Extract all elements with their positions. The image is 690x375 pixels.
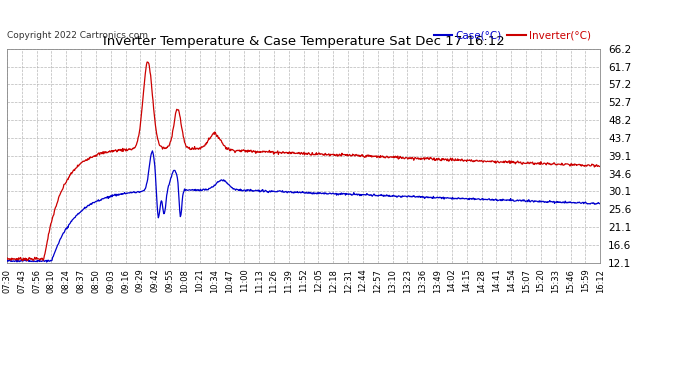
Title: Inverter Temperature & Case Temperature Sat Dec 17 16:12: Inverter Temperature & Case Temperature … (103, 34, 504, 48)
Legend: Case(°C), Inverter(°C): Case(°C), Inverter(°C) (430, 26, 595, 45)
Text: Copyright 2022 Cartronics.com: Copyright 2022 Cartronics.com (7, 31, 148, 40)
